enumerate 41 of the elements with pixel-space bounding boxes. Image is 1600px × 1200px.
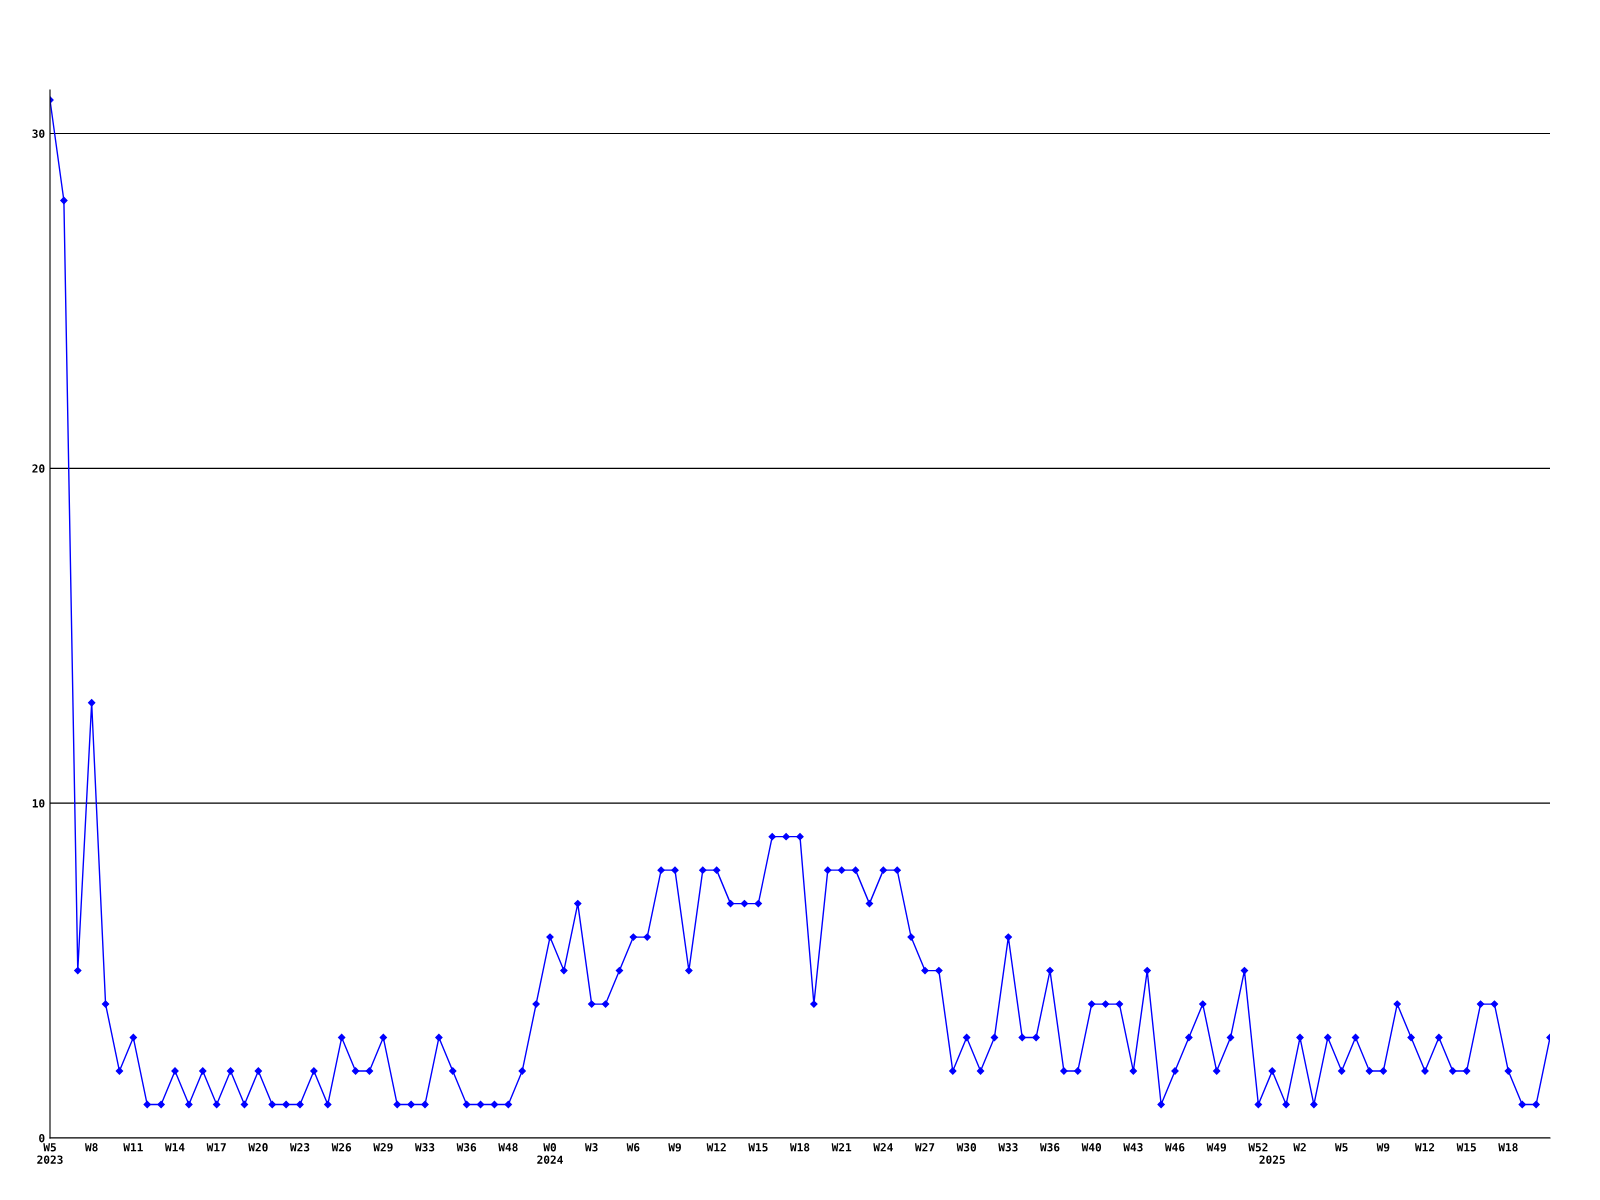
y-tick-label: 20 [32,464,45,473]
x-tick-label: W6 [626,1143,640,1152]
x-tick-label: W30 [956,1143,977,1152]
x-tick-label: W9 [668,1143,681,1152]
x-tick-label: W43 [1123,1143,1143,1152]
y-tick-label: 30 [32,129,45,138]
x-tick-label: W20 [248,1143,268,1152]
x-tick-label: W29 [373,1143,393,1152]
x-tick-label: W23 [289,1143,310,1152]
x-tick-label: W12 [1414,1143,1435,1152]
x-tick-label: W36 [456,1143,477,1152]
x-tick-label: W12 [706,1143,726,1152]
x-tick-label: W21 [831,1143,852,1152]
x-tick-label: 2025 [1259,1155,1285,1164]
x-tick-label: W11 [123,1143,143,1152]
x-tick-label: W2 [1293,1143,1306,1152]
x-tick-label: W27 [914,1143,935,1152]
x-tick-label: W46 [1164,1143,1185,1152]
x-tick-label: W48 [498,1143,518,1152]
x-tick-label: W3 [584,1143,598,1152]
x-tick-label: W24 [873,1143,893,1152]
x-tick-label: W36 [1039,1143,1060,1152]
x-tick-label: W18 [789,1143,810,1152]
x-tick-label: W17 [206,1143,226,1152]
x-tick-label: W5 [1334,1143,1348,1152]
x-tick-label: W15 [748,1143,768,1152]
x-tick-label: W33 [998,1143,1018,1152]
x-tick-label: W0 2024 [537,1143,563,1164]
x-tick-label: W14 [164,1143,185,1152]
x-tick-label: W26 [331,1143,352,1152]
x-tick-label: W15 [1456,1143,1476,1152]
x-tick-label: W33 [414,1143,435,1152]
y-tick-label: 10 [32,799,45,808]
y-tick-label: 0 [39,1133,45,1143]
x-tick-label: W5 2023 [37,1143,63,1164]
x-tick-label: W40 [1081,1143,1102,1152]
x-tick-label: W8 [84,1143,98,1152]
x-tick-label: W52 [1248,1143,1268,1152]
x-tick-label: W49 [1206,1143,1226,1152]
x-tick-label: W18 [1498,1143,1518,1152]
x-tick-label: W9 [1376,1143,1390,1152]
